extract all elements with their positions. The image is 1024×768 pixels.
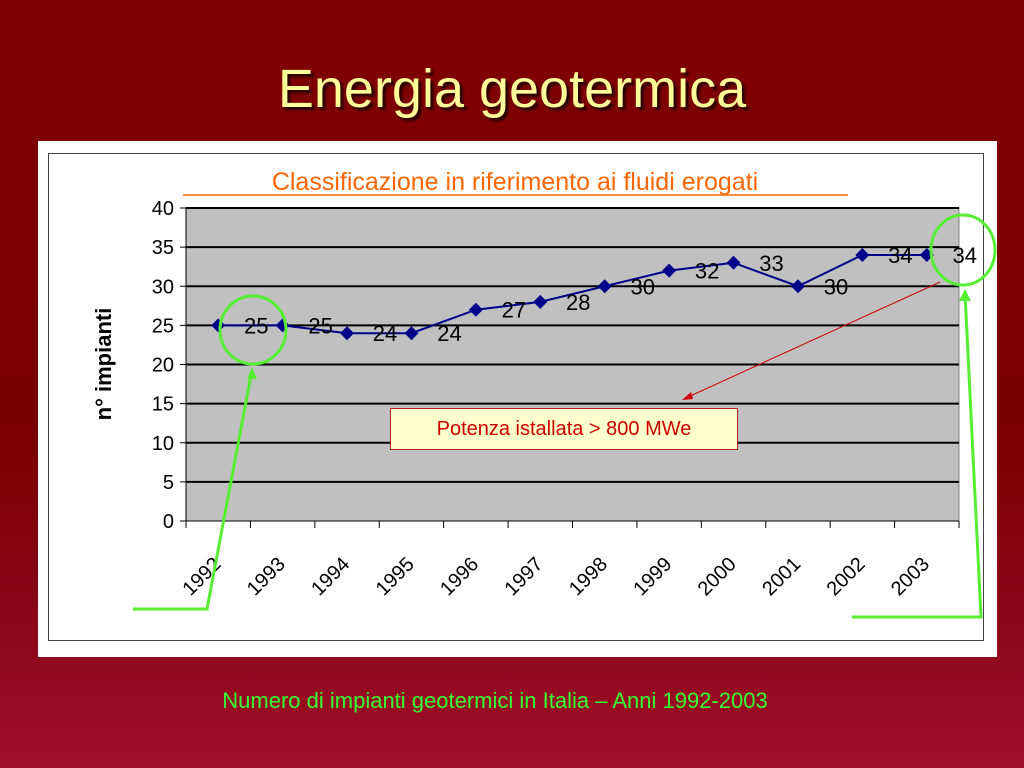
y-tick-label: 10 [152,433,174,455]
data-label: 34 [888,243,912,268]
y-tick-label: 40 [152,198,174,220]
data-label: 24 [437,321,461,346]
x-tick-label: 1998 [565,553,612,600]
y-tick-label: 15 [152,394,174,416]
y-axis-label: n° impianti [91,308,116,421]
y-tick-label: 5 [163,472,174,494]
y-tick-labels: 0 5 10 15 20 25 30 35 40 [152,198,174,533]
data-marker [533,294,548,309]
data-marker [726,255,741,270]
highlight-arrowhead-1992 [247,367,257,379]
data-marker [468,302,483,317]
data-labels: 25 25 24 24 27 28 30 32 33 30 34 34 [244,243,977,346]
x-tick-label: 1996 [436,553,483,600]
data-label: 28 [566,290,590,315]
data-label: 25 [308,313,332,338]
callout-arrowhead [682,392,693,400]
slide-caption: Numero di impianti geotermici in Italia … [222,688,768,713]
data-label: 24 [373,321,397,346]
y-tick-label: 0 [163,511,174,533]
data-label: 30 [824,274,848,299]
series-line-group [218,253,927,335]
y-tick-label: 30 [152,276,174,298]
data-marker [662,263,677,278]
slide-title: Energia geotermica [277,59,747,119]
chart-frame [48,153,984,641]
data-label: 32 [695,259,719,284]
y-tick-label: 25 [152,315,174,337]
data-label: 25 [244,313,268,338]
x-tick-label: 1999 [629,553,676,600]
x-tick-label: 2000 [694,553,741,600]
x-tick-label: 1994 [307,553,354,600]
highlight-circle-2003 [929,213,997,287]
chart-title: Classificazione in riferimento ai fluidi… [272,168,758,196]
x-tick-label: 2003 [887,553,934,600]
x-tick-label: 2002 [823,553,870,600]
data-label: 33 [759,251,783,276]
highlight-arrowhead-2003 [959,289,971,301]
axes [180,207,960,528]
data-label: 27 [502,298,526,323]
data-marker [790,279,805,294]
highlight-connector-2003 [852,292,983,619]
data-marker [597,279,612,294]
grid-lines [186,207,959,483]
series-line [218,253,927,335]
highlight-connector-1992 [133,369,254,611]
x-tick-labels: 1992 1993 1994 1995 1996 1997 1998 1999 2000 2001… [178,553,934,600]
annotation-callout: Potenza istallata > 800 MWe [390,408,738,450]
data-marker [340,326,355,341]
x-tick-label: 1995 [372,553,419,600]
x-tick-label: 1993 [243,553,290,600]
x-tick-label: 1997 [501,553,548,600]
highlight-circle-1992 [218,294,288,366]
data-label: 30 [630,274,654,299]
data-marker [855,247,870,262]
y-tick-label: 20 [152,355,174,377]
x-tick-label: 1992 [178,553,225,600]
x-tick-label: 2001 [758,553,805,600]
data-label: 34 [953,243,977,268]
data-marker [404,326,419,341]
callout-arrow [687,281,941,398]
y-tick-label: 35 [152,237,174,259]
